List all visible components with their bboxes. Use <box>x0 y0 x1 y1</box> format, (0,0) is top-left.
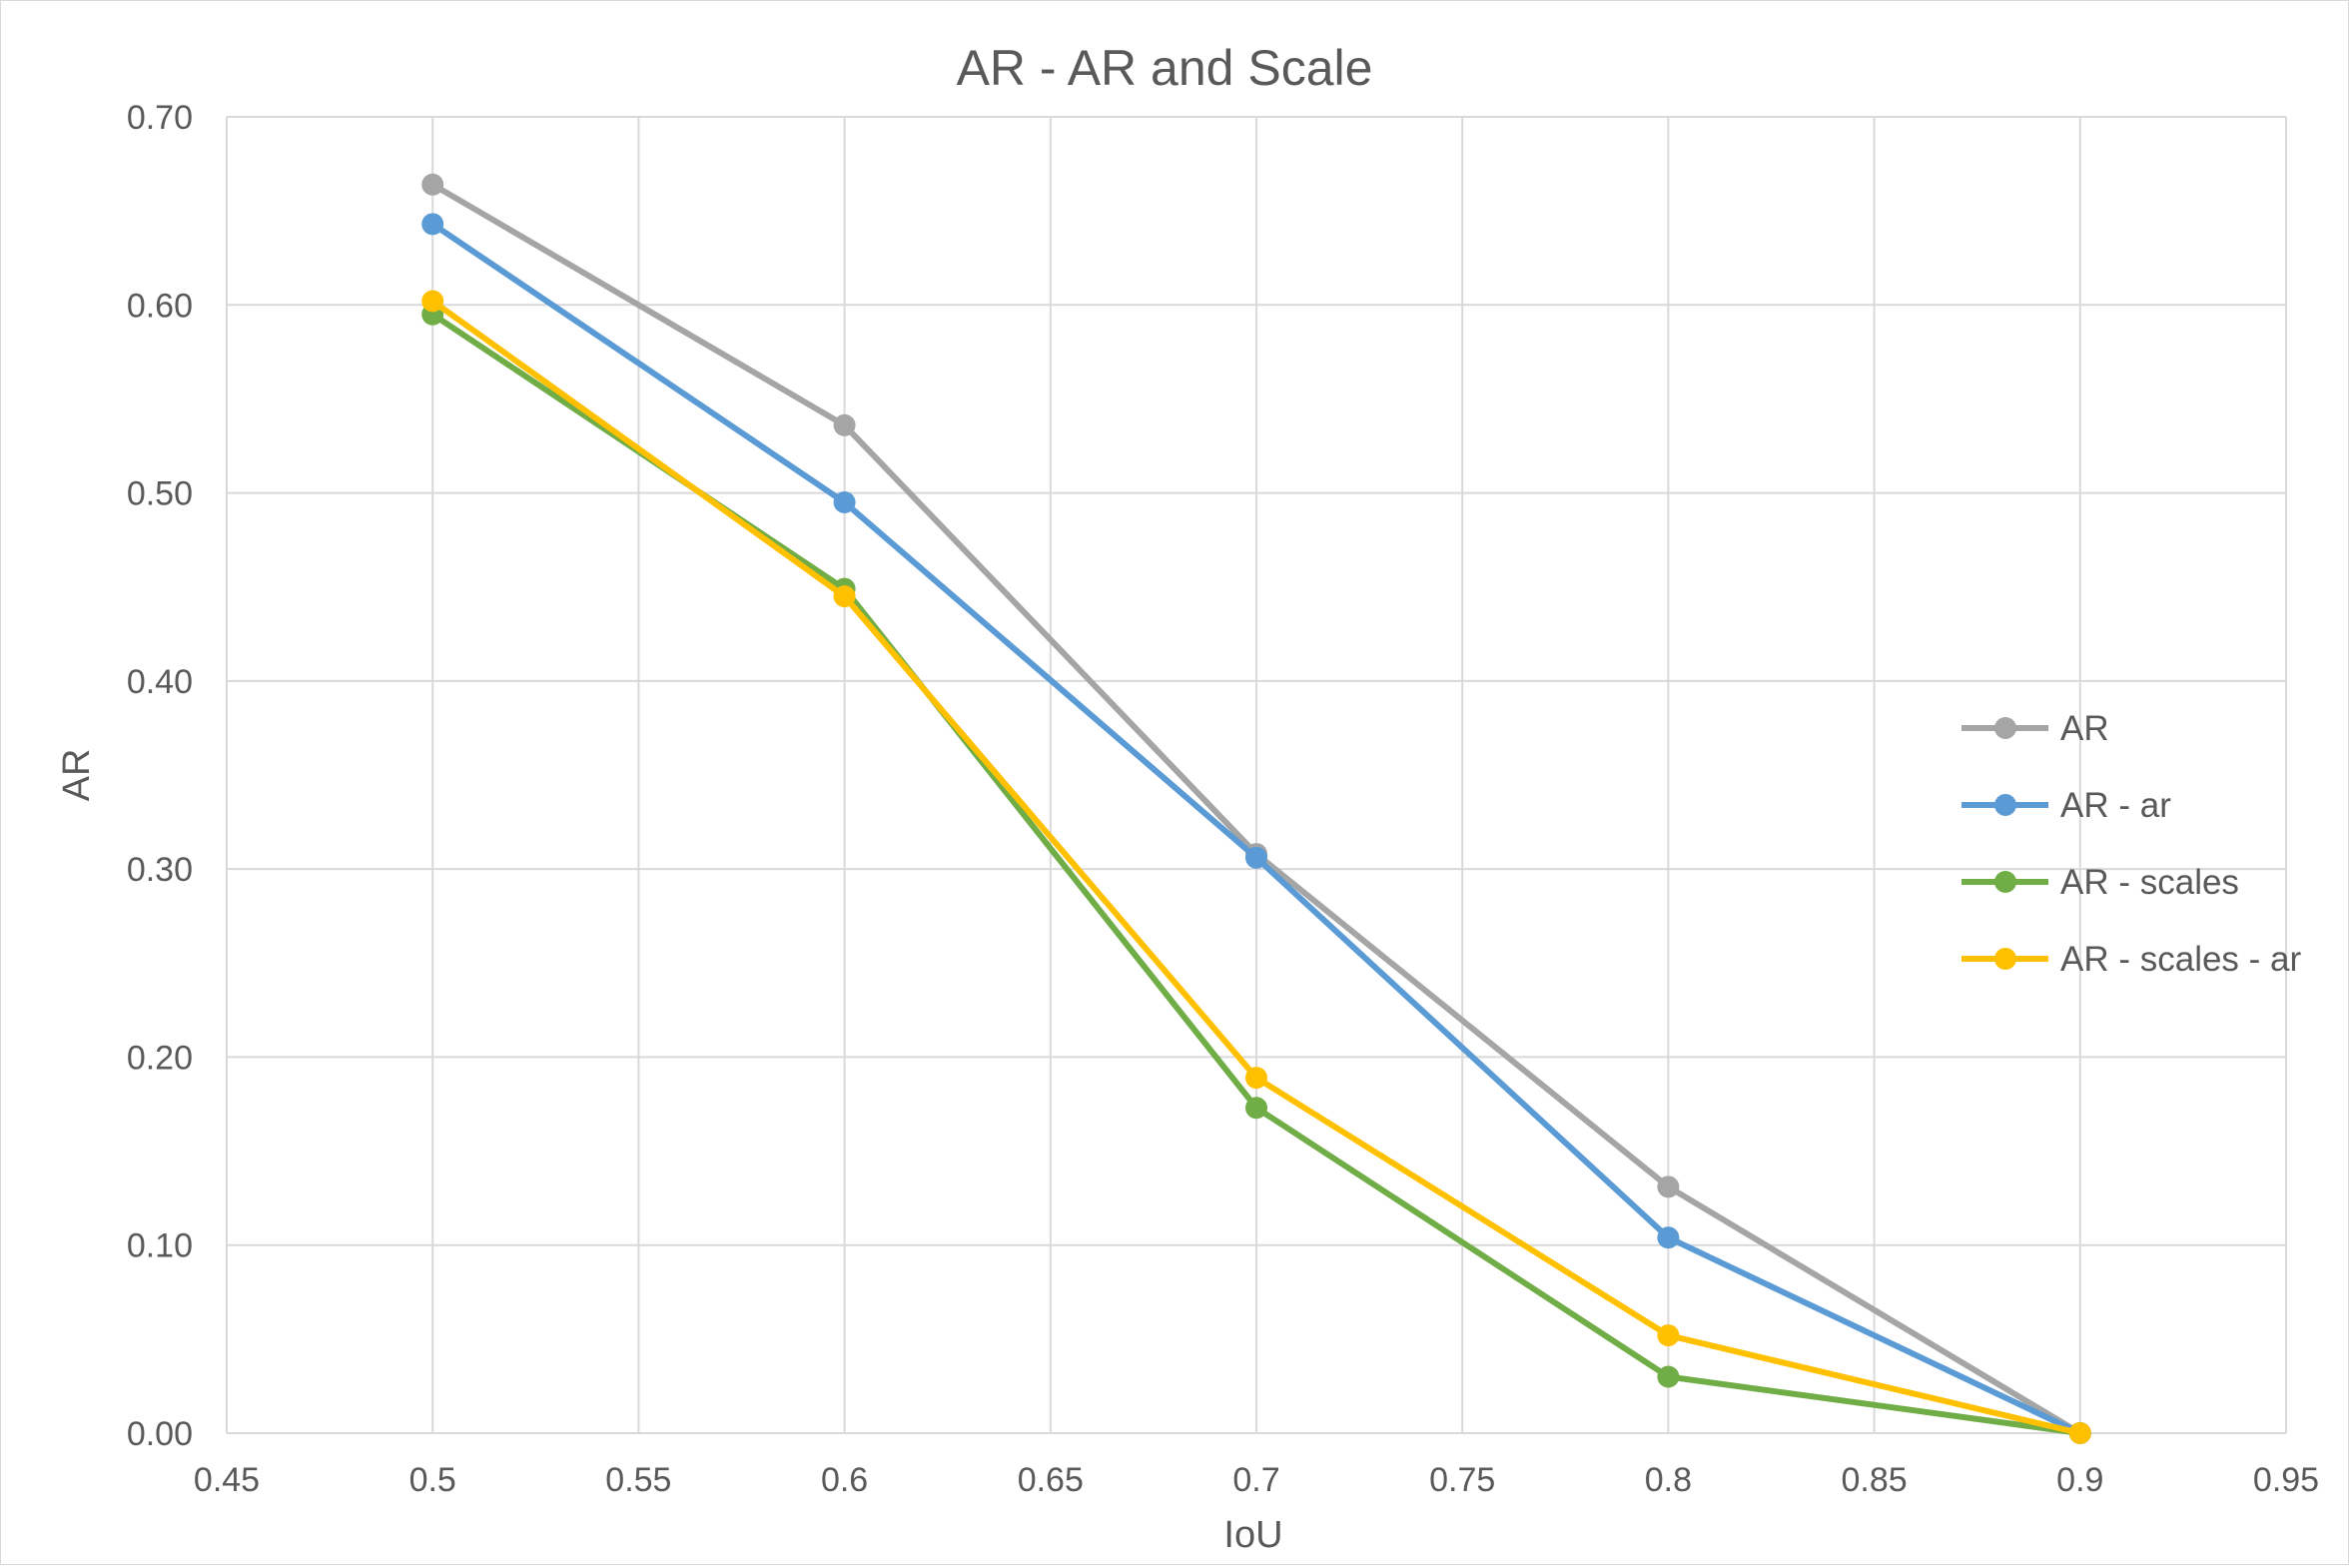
data-point <box>2068 1422 2091 1444</box>
data-point <box>1657 1365 1680 1388</box>
data-point <box>421 290 444 313</box>
data-point <box>1245 1067 1267 1090</box>
data-point <box>1245 846 1267 869</box>
x-tick-label: 0.8 <box>1645 1461 1692 1499</box>
legend-marker <box>1994 794 2016 816</box>
legend-label: AR - ar <box>2060 786 2171 825</box>
series-layer <box>421 173 2091 1444</box>
x-tick-label: 0.6 <box>821 1461 868 1499</box>
x-axis-tick-labels: 0.45 0.5 0.55 0.6 0.65 0.7 0.75 0.8 0.85 0.9 0.95 <box>194 1461 2319 1499</box>
y-tick-label: 0.50 <box>127 475 193 513</box>
x-tick-label: 0.7 <box>1232 1461 1279 1499</box>
y-tick-label: 0.10 <box>127 1227 193 1265</box>
data-point <box>421 173 444 196</box>
x-tick-label: 0.55 <box>605 1461 671 1499</box>
y-tick-label: 0.60 <box>127 287 193 325</box>
legend: AR AR - ar AR - scales AR - scales - ar <box>1961 709 2301 979</box>
x-tick-label: 0.95 <box>2253 1461 2319 1499</box>
x-tick-label: 0.75 <box>1429 1461 1495 1499</box>
data-point <box>1245 1097 1267 1120</box>
legend-item: AR <box>1961 709 2109 748</box>
x-tick-label: 0.45 <box>194 1461 260 1499</box>
legend-marker <box>1994 717 2016 739</box>
y-tick-label: 0.20 <box>127 1039 193 1077</box>
y-tick-label: 0.70 <box>127 99 193 137</box>
x-axis-title: IoU <box>1223 1514 1282 1556</box>
y-tick-label: 0.40 <box>127 663 193 701</box>
y-axis-title: AR <box>56 749 98 802</box>
data-point <box>1657 1226 1680 1249</box>
data-point <box>421 213 444 236</box>
data-point <box>833 413 856 436</box>
legend-item: AR - ar <box>1961 786 2171 825</box>
data-point <box>1657 1324 1680 1347</box>
legend-label: AR - scales <box>2060 863 2239 902</box>
legend-marker <box>1994 948 2016 970</box>
legend-label: AR - scales - ar <box>2060 940 2301 979</box>
legend-label: AR <box>2060 709 2109 748</box>
y-axis-tick-labels: 0.00 0.10 0.20 0.30 0.40 0.50 0.60 0.70 <box>127 99 193 1453</box>
x-tick-label: 0.9 <box>2056 1461 2103 1499</box>
y-tick-label: 0.00 <box>127 1415 193 1453</box>
chart-title: AR - AR and Scale <box>957 40 1373 96</box>
legend-item: AR - scales - ar <box>1961 940 2301 979</box>
gridlines <box>226 116 2287 1434</box>
data-point <box>833 490 856 513</box>
series-3 <box>421 290 2091 1444</box>
x-tick-label: 0.65 <box>1018 1461 1084 1499</box>
x-tick-label: 0.85 <box>1842 1461 1908 1499</box>
x-tick-label: 0.5 <box>409 1461 456 1499</box>
data-point <box>833 585 856 608</box>
data-point <box>1657 1176 1680 1198</box>
legend-item: AR - scales <box>1961 863 2239 902</box>
legend-marker <box>1994 871 2016 893</box>
y-tick-label: 0.30 <box>127 851 193 889</box>
